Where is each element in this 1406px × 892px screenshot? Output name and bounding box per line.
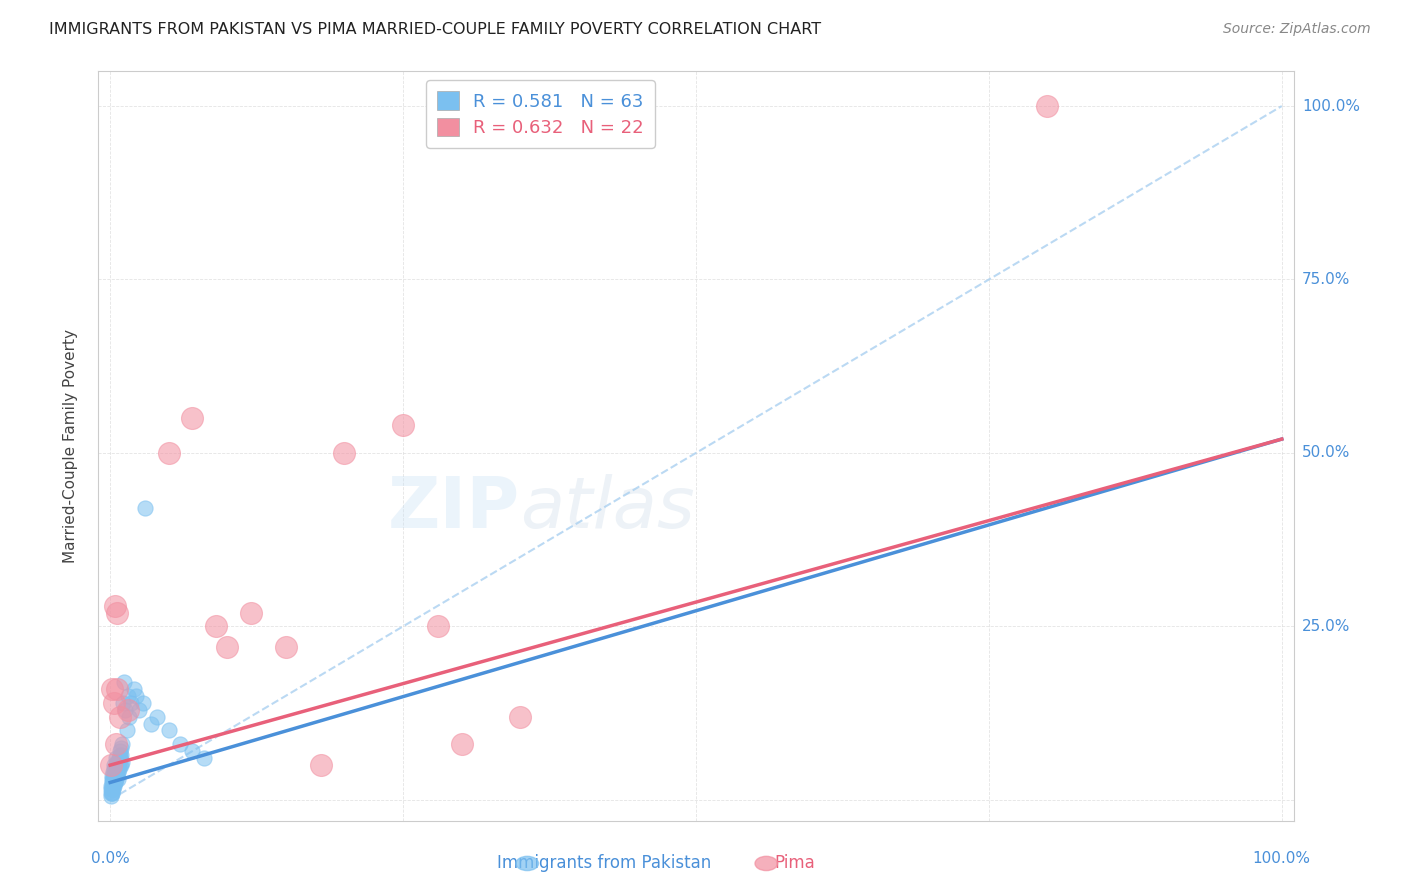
Point [100, 786, 122, 800]
Point [105, 606, 128, 620]
Point [100, 772, 122, 786]
Text: 100.0%: 100.0% [1253, 851, 1310, 866]
Point [100, 786, 122, 800]
Point [105, 762, 128, 776]
Point [114, 703, 136, 717]
Point [107, 772, 129, 786]
Text: Pima: Pima [775, 855, 814, 872]
Point [104, 765, 127, 780]
Point [105, 772, 128, 786]
Point [509, 709, 531, 723]
Point [101, 786, 124, 800]
Point [105, 755, 128, 769]
Point [103, 772, 125, 786]
Point [117, 689, 139, 703]
Point [100, 789, 122, 804]
Point [111, 755, 132, 769]
Point [125, 689, 148, 703]
Point [112, 696, 135, 710]
Text: 25.0%: 25.0% [1302, 619, 1350, 634]
Point [146, 709, 169, 723]
Point [111, 737, 134, 751]
Point [105, 768, 128, 782]
Text: 0.0%: 0.0% [91, 851, 129, 866]
Point [204, 619, 226, 633]
Point [181, 744, 204, 758]
Point [110, 747, 132, 762]
Point [104, 758, 127, 772]
Text: 75.0%: 75.0% [1302, 272, 1350, 287]
Point [193, 751, 215, 765]
Point [107, 758, 129, 772]
Point [101, 681, 124, 696]
Point [108, 758, 131, 772]
Text: 100.0%: 100.0% [1302, 98, 1360, 113]
Point [105, 681, 128, 696]
Point [120, 696, 142, 710]
Point [110, 758, 132, 772]
Point [103, 762, 125, 776]
Point [217, 640, 239, 655]
Point [115, 723, 138, 738]
Y-axis label: Married-Couple Family Poverty: Married-Couple Family Poverty [63, 329, 77, 563]
Point [108, 762, 131, 776]
Point [122, 681, 145, 696]
Point [132, 696, 155, 710]
Point [181, 411, 204, 425]
Point [104, 775, 127, 789]
Point [112, 674, 135, 689]
Point [105, 751, 128, 765]
Point [108, 747, 131, 762]
Text: ZIP: ZIP [388, 474, 520, 543]
Point [100, 758, 122, 772]
Point [107, 751, 129, 765]
Point [309, 758, 332, 772]
Point [103, 768, 125, 782]
Point [108, 744, 131, 758]
Point [101, 775, 124, 789]
Legend: R = 0.581   N = 63, R = 0.632   N = 22: R = 0.581 N = 63, R = 0.632 N = 22 [426, 80, 655, 148]
Point [108, 755, 131, 769]
Point [169, 737, 191, 751]
Point [239, 606, 262, 620]
Point [118, 709, 141, 723]
Point [141, 716, 163, 731]
Point [100, 782, 122, 797]
Point [134, 501, 156, 516]
Text: 50.0%: 50.0% [1302, 445, 1350, 460]
Point [101, 768, 124, 782]
Point [108, 709, 131, 723]
Point [100, 779, 122, 793]
Point [157, 723, 180, 738]
Point [427, 619, 450, 633]
Point [101, 779, 124, 793]
Point [107, 765, 129, 780]
Point [103, 758, 125, 772]
Point [103, 779, 125, 793]
Point [110, 740, 132, 755]
Point [103, 696, 125, 710]
Point [333, 446, 356, 460]
Text: Source: ZipAtlas.com: Source: ZipAtlas.com [1223, 22, 1371, 37]
Point [274, 640, 297, 655]
Point [1036, 99, 1059, 113]
Point [101, 779, 124, 793]
Point [101, 782, 124, 797]
Point [110, 751, 132, 765]
Point [101, 765, 124, 780]
Point [157, 446, 180, 460]
Point [104, 772, 127, 786]
Point [107, 765, 129, 780]
Point [104, 775, 127, 789]
Point [128, 703, 150, 717]
Point [104, 599, 127, 613]
Text: IMMIGRANTS FROM PAKISTAN VS PIMA MARRIED-COUPLE FAMILY POVERTY CORRELATION CHART: IMMIGRANTS FROM PAKISTAN VS PIMA MARRIED… [49, 22, 821, 37]
Point [105, 737, 128, 751]
Point [101, 782, 124, 797]
Point [117, 703, 139, 717]
Point [450, 737, 472, 751]
Text: atlas: atlas [520, 474, 695, 543]
Text: Immigrants from Pakistan: Immigrants from Pakistan [498, 855, 711, 872]
Point [392, 418, 415, 433]
